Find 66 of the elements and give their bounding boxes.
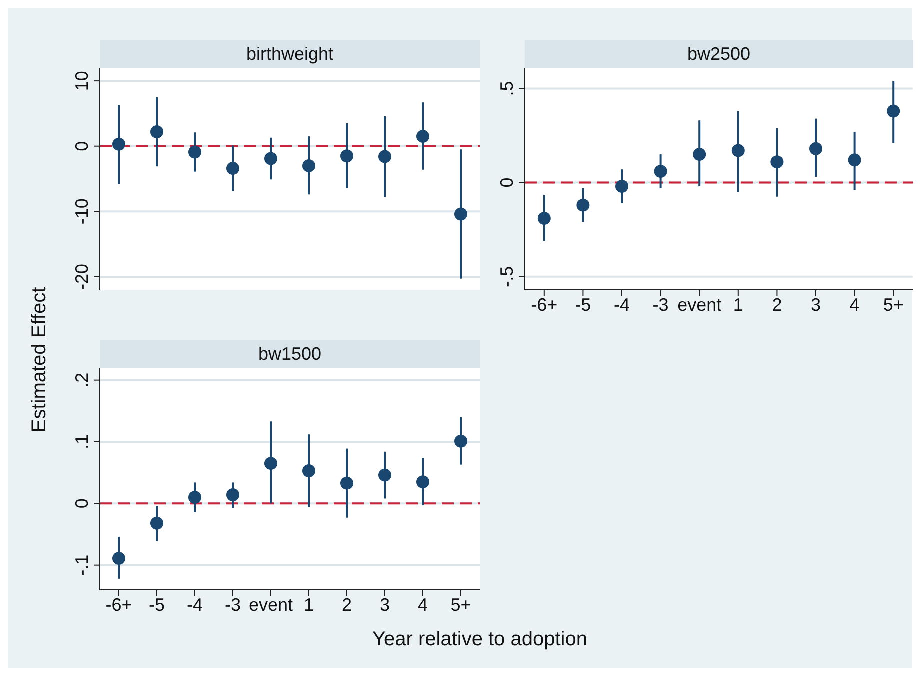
point — [226, 488, 240, 502]
y-tick-label: .1 — [72, 434, 92, 450]
point — [264, 152, 278, 166]
point — [112, 552, 126, 566]
point — [538, 212, 551, 226]
point — [454, 434, 468, 448]
point — [810, 142, 822, 156]
chart-title: birthweight — [100, 40, 480, 68]
x-tick-label: 5+ — [450, 594, 472, 615]
point — [378, 468, 392, 482]
x-tick-label: 4 — [850, 294, 860, 315]
point — [654, 164, 668, 178]
y-tick-label: 0 — [497, 178, 517, 188]
point — [887, 104, 900, 118]
y-tick-label: .2 — [72, 372, 92, 388]
point — [848, 154, 862, 167]
point — [150, 516, 164, 530]
x-tick-label: event — [678, 294, 722, 315]
chart-title: bw1500 — [100, 340, 480, 368]
x-tick-label: 4 — [418, 594, 428, 615]
point — [112, 138, 126, 151]
y-tick-label: 10 — [72, 71, 92, 92]
y-tick-label: 0 — [72, 498, 92, 509]
y-tick-label: -10 — [72, 198, 92, 225]
point — [378, 150, 392, 164]
point — [226, 162, 240, 176]
x-tick-label: -4 — [614, 294, 630, 315]
x-tick-label: 3 — [380, 594, 390, 615]
point — [264, 457, 278, 470]
x-tick-label: -4 — [186, 594, 204, 615]
point — [188, 491, 202, 504]
point — [340, 476, 354, 490]
x-tick-label: event — [248, 594, 294, 615]
x-tick-label: 1 — [733, 294, 744, 315]
point — [340, 150, 354, 163]
x-tick-label: -3 — [224, 594, 242, 615]
y-tick-label: -.5 — [497, 266, 517, 288]
chart-title: bw2500 — [525, 40, 913, 68]
x-axis-title: Year relative to adoption — [372, 628, 588, 652]
point — [770, 156, 784, 169]
x-tick-label: -6+ — [531, 294, 558, 315]
y-tick-label: 0 — [72, 141, 92, 152]
x-tick-label: -6+ — [106, 594, 132, 615]
point — [576, 198, 590, 212]
point — [188, 146, 202, 159]
y-tick-label: -20 — [72, 264, 92, 290]
x-tick-label: -3 — [652, 294, 669, 315]
x-tick-label: -5 — [575, 294, 592, 315]
point — [616, 180, 628, 194]
x-tick-label: 1 — [304, 594, 314, 615]
x-tick-label: 5+ — [883, 294, 904, 315]
point — [416, 130, 430, 144]
x-tick-label: -5 — [148, 594, 166, 615]
x-tick-label: 2 — [772, 294, 782, 315]
point — [454, 208, 468, 221]
point — [693, 148, 706, 162]
x-tick-label: 3 — [810, 294, 822, 315]
y-axis-title: Estimated Effect — [28, 287, 52, 433]
point — [302, 464, 316, 478]
point — [150, 125, 164, 138]
x-tick-label: 2 — [342, 594, 352, 615]
y-tick-label: .5 — [497, 81, 517, 96]
y-tick-label: -.1 — [72, 554, 92, 576]
point — [416, 476, 430, 489]
point — [302, 159, 316, 172]
point — [732, 144, 745, 158]
